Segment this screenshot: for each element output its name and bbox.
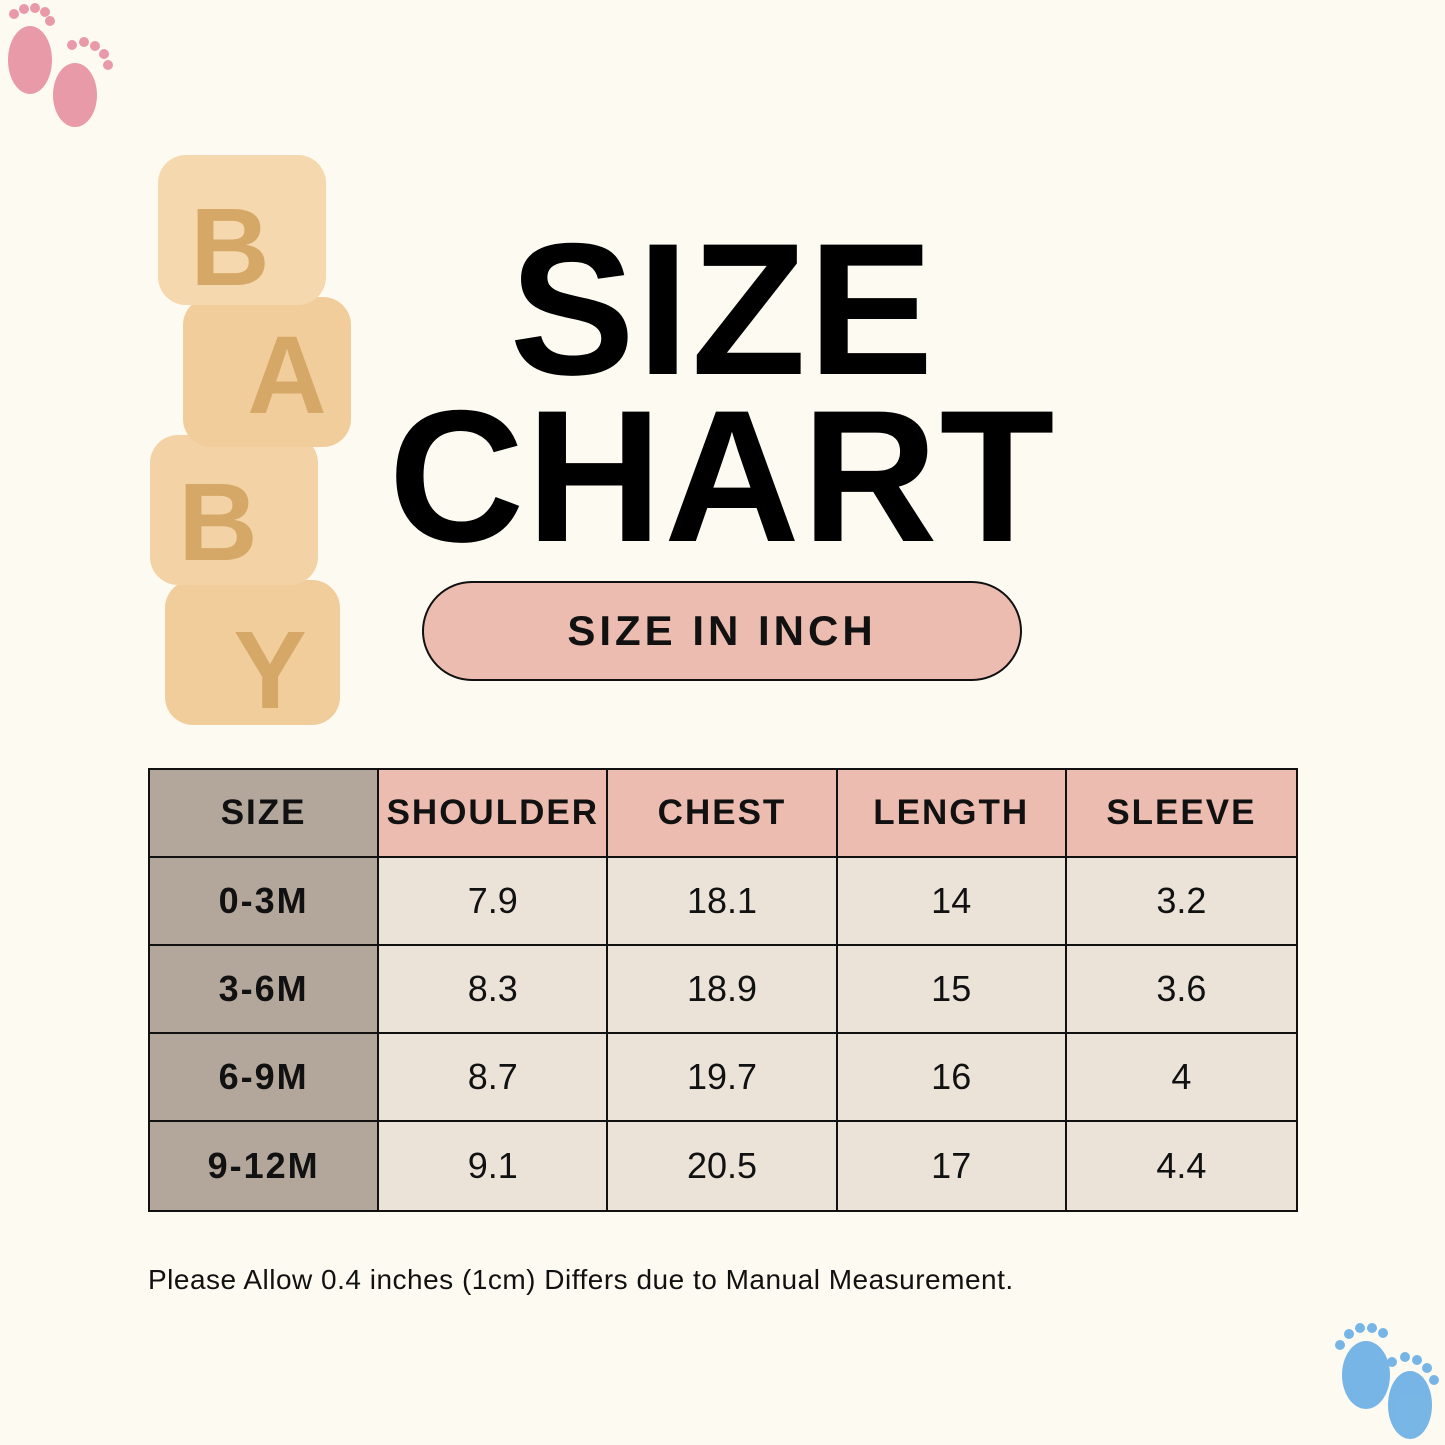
- row-label: 0-3M: [150, 858, 380, 946]
- table-cell: 14: [837, 858, 1067, 946]
- table-cell: 16: [837, 1034, 1067, 1122]
- unit-badge: SIZE IN INCH: [422, 581, 1022, 681]
- block-letter: B: [190, 186, 269, 309]
- title-line: SIZE: [509, 204, 936, 414]
- table-cell: 9.1: [379, 1122, 609, 1210]
- block-letter: A: [247, 314, 326, 437]
- table-cell: 17: [837, 1122, 1067, 1210]
- table-cell: 18.1: [608, 858, 838, 946]
- table-cell: 8.3: [379, 946, 609, 1034]
- block-letter: Y: [233, 609, 306, 732]
- table-cell: 8.7: [379, 1034, 609, 1122]
- table-cell: 18.9: [608, 946, 838, 1034]
- title-line: CHART: [388, 371, 1057, 581]
- table-cell: 3.2: [1066, 858, 1296, 946]
- header-cell: LENGTH: [837, 770, 1067, 858]
- size-table: SIZE SHOULDER CHEST LENGTH SLEEVE 0-3M 7.9 18.1…: [148, 768, 1298, 1212]
- block-letter: B: [178, 461, 257, 584]
- header-cell: SIZE: [150, 770, 380, 858]
- blue-footprints: [1335, 1323, 1439, 1439]
- row-label: 3-6M: [150, 946, 380, 1034]
- row-label: 9-12M: [150, 1122, 380, 1210]
- header-cell: SHOULDER: [379, 770, 609, 858]
- header-cell: SLEEVE: [1066, 770, 1296, 858]
- table-cell: 20.5: [608, 1122, 838, 1210]
- note: Please Allow 0.4 inches (1cm) Differs du…: [148, 1264, 1014, 1295]
- pink-footprints: [8, 3, 113, 127]
- table-cell: 19.7: [608, 1034, 838, 1122]
- table-cell: 4: [1066, 1034, 1296, 1122]
- table-cell: 4.4: [1066, 1122, 1296, 1210]
- header-cell: CHEST: [608, 770, 838, 858]
- table-cell: 3.6: [1066, 946, 1296, 1034]
- table-cell: 7.9: [379, 858, 609, 946]
- row-label: 6-9M: [150, 1034, 380, 1122]
- baby-blocks: B A B Y: [150, 155, 351, 732]
- table-cell: 15: [837, 946, 1067, 1034]
